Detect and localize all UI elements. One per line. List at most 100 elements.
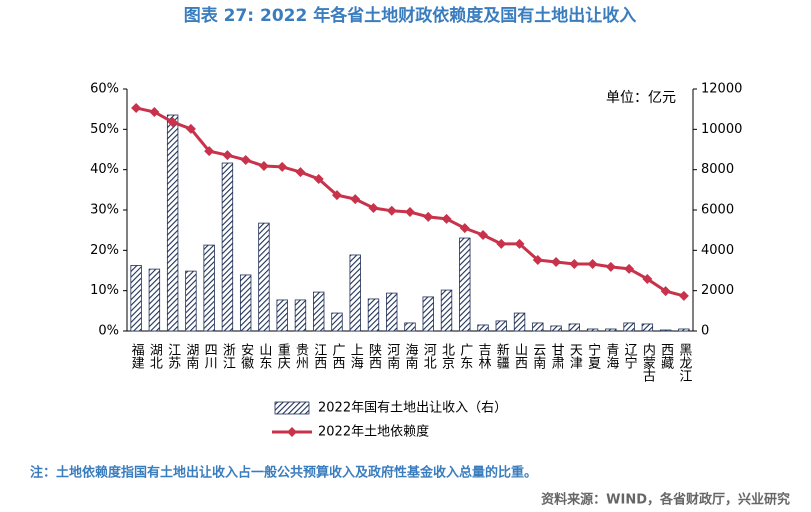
marker: [240, 154, 251, 165]
bar: [605, 328, 617, 332]
x-tick-label: 青海: [603, 343, 619, 369]
x-tick-label: 吉林: [476, 343, 492, 369]
marker: [277, 161, 288, 172]
marker: [678, 290, 689, 301]
x-tick-label: 黑龙江: [676, 343, 692, 382]
marker: [514, 238, 525, 249]
bar: [678, 328, 690, 332]
x-tick-label: 广西: [329, 343, 345, 369]
unit-label: 单位：亿元: [606, 90, 676, 106]
marker: [331, 190, 342, 201]
bar: [386, 292, 398, 332]
marker: [313, 173, 324, 184]
marker: [660, 286, 671, 297]
y-tick-label: 60%: [90, 82, 119, 97]
bar: [221, 162, 234, 332]
y-tick-label: 20%: [90, 243, 119, 258]
y2-tick-label: 12000: [701, 82, 742, 97]
bar: [495, 320, 507, 332]
y2-tick-label: 10000: [701, 122, 742, 137]
x-tick-label: 辽宁: [622, 343, 638, 369]
bar: [459, 237, 471, 332]
x-tick-label: 天津: [567, 343, 583, 369]
bar: [130, 265, 142, 332]
x-tick-label: 安徽: [238, 343, 254, 369]
bar: [550, 325, 562, 332]
marker: [167, 117, 178, 128]
legend-swatch: [274, 401, 310, 415]
y-tick-label: 50%: [90, 122, 119, 137]
x-tick-label: 湖南: [183, 343, 199, 369]
marker: [459, 223, 470, 234]
x-tick-label: 山西: [512, 343, 528, 369]
line: [135, 106, 685, 298]
marker: [642, 273, 653, 284]
x-tick-label: 宁夏: [585, 342, 601, 369]
source: 资料来源：WIND，各省财政厅，兴业研究: [541, 492, 790, 508]
bar: [659, 329, 672, 332]
x-tick-label: 北京: [439, 343, 455, 369]
bar: [203, 244, 215, 332]
x-tick-label: 湖北: [147, 343, 163, 370]
marker: [423, 211, 434, 222]
bar: [586, 328, 599, 332]
bar: [422, 296, 434, 332]
x-tick-label: 河北: [421, 343, 437, 370]
x-tick-label: 贵州: [293, 343, 309, 369]
bar: [166, 114, 179, 332]
marker: [295, 167, 306, 178]
marker: [131, 102, 142, 113]
x-tick-label: 江苏: [165, 343, 181, 369]
y-tick-label: 0%: [98, 324, 119, 339]
y2-tick-label: 0: [701, 324, 709, 339]
marker: [624, 263, 635, 274]
bar: [239, 274, 252, 332]
note: 注：土地依赖度指国有土地出让收入占一般公共预算收入及政府性基金收入总量的比重。: [30, 465, 537, 481]
marker: [496, 238, 507, 249]
x-tick-label: 浙江: [220, 343, 236, 369]
x-tick-label: 河南: [384, 343, 400, 369]
x-tick-label: 陕西: [366, 343, 382, 369]
bar: [294, 299, 307, 332]
y2-tick-label: 2000: [701, 283, 734, 298]
marker: [551, 257, 562, 268]
marker: [185, 123, 196, 134]
legend-marker: [287, 427, 297, 437]
marker: [405, 207, 415, 218]
marker: [204, 146, 215, 157]
y-tick-label: 10%: [90, 283, 119, 298]
bar: [641, 323, 654, 332]
marker: [587, 259, 598, 270]
bar: [532, 322, 544, 332]
marker: [532, 255, 543, 266]
x-tick-label: 新疆: [494, 342, 510, 369]
x-tick-label: 西藏: [658, 343, 674, 369]
bar: [349, 254, 361, 332]
y2-tick-label: 8000: [701, 162, 734, 177]
bar: [276, 299, 288, 332]
marker: [350, 194, 361, 205]
legend-label: 2022年国有土地出让收入（右）: [318, 401, 507, 416]
y2-tick-label: 4000: [701, 243, 734, 258]
x-tick-label: 江西: [311, 343, 327, 369]
x-tick-label: 重庆: [275, 342, 291, 369]
bar: [313, 291, 325, 332]
bar: [258, 222, 270, 332]
x-tick-label: 上海: [348, 343, 364, 369]
y-tick-label: 40%: [90, 162, 119, 177]
bar: [440, 289, 453, 332]
y-tick-label: 30%: [90, 203, 119, 218]
bar: [404, 322, 416, 332]
bar: [185, 270, 197, 332]
marker: [258, 161, 269, 172]
bar: [513, 312, 526, 332]
bar: [623, 322, 635, 332]
marker: [478, 230, 489, 241]
x-tick-label: 海南: [403, 343, 419, 369]
bar: [477, 324, 489, 332]
x-tick-label: 广东: [457, 343, 473, 369]
marker: [441, 213, 452, 224]
y2-tick-label: 6000: [701, 203, 734, 218]
